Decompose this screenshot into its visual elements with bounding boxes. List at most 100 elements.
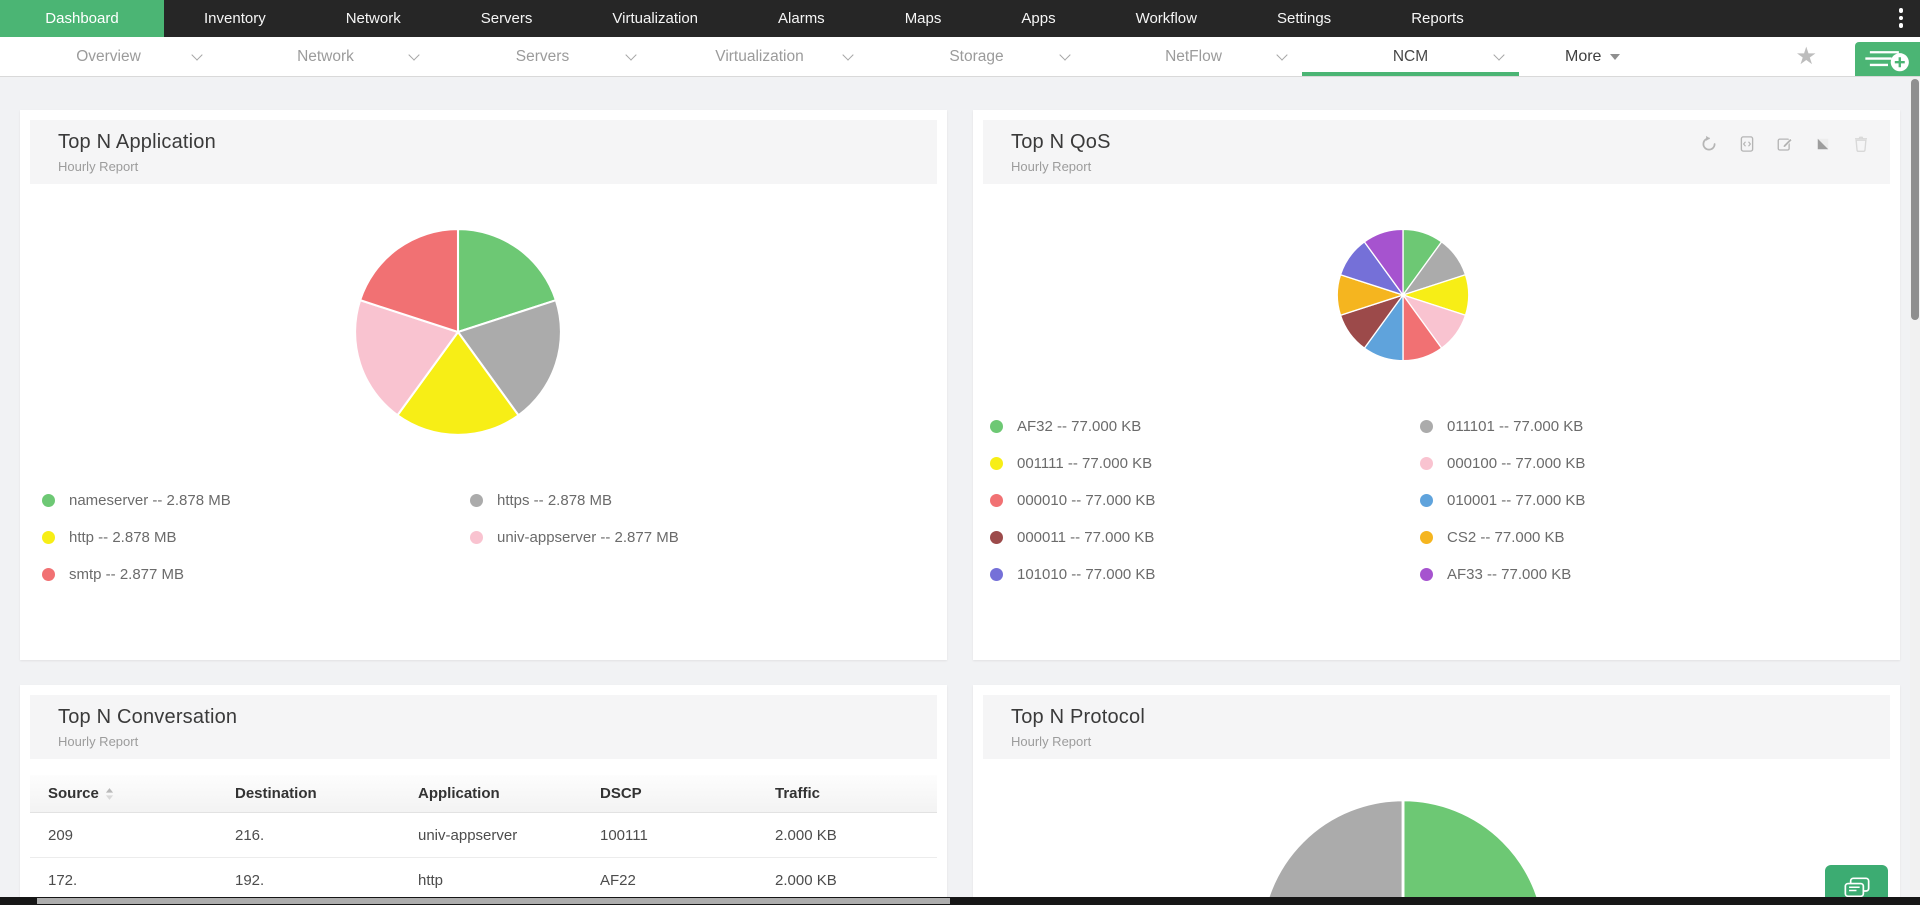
pie-slice-AF33[interactable]: [1363, 228, 1404, 296]
top-nav-maps[interactable]: Maps: [904, 10, 942, 27]
legend-color-dot: [990, 568, 1003, 581]
top-nav-reports[interactable]: Reports: [1411, 10, 1464, 27]
legend-item-000100[interactable]: 000100 -- 77.000 KB: [1420, 445, 1585, 482]
top-nav-network[interactable]: Network: [345, 10, 401, 27]
top-nav-settings[interactable]: Settings: [1276, 10, 1332, 27]
legend-color-dot: [990, 457, 1003, 470]
chevron-down-icon[interactable]: [1493, 49, 1505, 61]
table-cell: univ-appserver: [418, 826, 518, 844]
chevron-down-icon[interactable]: [408, 49, 420, 61]
protocol-pie-chart[interactable]: [1258, 797, 1548, 905]
legend-item-101010[interactable]: 101010 -- 77.000 KB: [990, 556, 1420, 593]
dashboard-tab-virtualization[interactable]: Virtualization: [651, 37, 868, 76]
tab-label: NCM: [1392, 48, 1429, 65]
dashboard-tabs-bar: Overview Network Servers Virtualization Stor…: [0, 37, 1920, 77]
top-nav-workflow[interactable]: Workflow: [1135, 10, 1197, 27]
horizontal-scrollbar-thumb[interactable]: [37, 898, 950, 904]
table-cell: 209: [48, 826, 74, 844]
column-header-destination[interactable]: Destination: [235, 785, 418, 802]
chat-bubbles-icon: [1844, 877, 1869, 903]
top-nav-apps[interactable]: Apps: [1021, 10, 1056, 27]
top-nav-inventory[interactable]: Inventory: [204, 10, 266, 27]
dashboard-tab-storage[interactable]: Storage: [868, 37, 1085, 76]
widget-toolbar: [1700, 135, 1870, 153]
pie-slice-https[interactable]: [456, 299, 562, 417]
dashboard-tab-servers[interactable]: Servers: [434, 37, 651, 76]
tab-label: NetFlow: [1165, 48, 1222, 65]
tab-more[interactable]: More: [1565, 37, 1621, 76]
legend-item-AF32[interactable]: AF32 -- 77.000 KB: [990, 408, 1420, 445]
favorite-star-icon[interactable]: ★: [1795, 43, 1817, 70]
table-header-row: Source Destination Application DSCP Traffic: [30, 775, 937, 813]
embed-report-icon[interactable]: [1738, 135, 1756, 153]
application-legend: nameserver -- 2.878 MB http -- 2.878 MB sm…: [42, 482, 679, 593]
legend-item-univ-appserver[interactable]: univ-appserver -- 2.877 MB: [470, 519, 679, 556]
vertical-scrollbar[interactable]: [1910, 77, 1920, 905]
pie-slice-univ-appserver[interactable]: [354, 299, 460, 417]
legend-item-https[interactable]: https -- 2.878 MB: [470, 482, 679, 519]
legend-color-dot: [990, 494, 1003, 507]
legend-item-000011[interactable]: 000011 -- 77.000 KB: [990, 519, 1420, 556]
widget-top-n-conversation: Top N Conversation Hourly Report Source D…: [20, 685, 947, 905]
add-dashboard-icon: [1864, 50, 1909, 71]
widget-top-n-qos: Top N QoS Hourly Report: [973, 110, 1900, 660]
top-nav-dashboard[interactable]: Dashboard: [0, 0, 164, 37]
add-widget-button[interactable]: [1855, 42, 1920, 76]
delete-icon[interactable]: [1852, 135, 1870, 153]
legend-item-AF33[interactable]: AF33 -- 77.000 KB: [1420, 556, 1585, 593]
pie-slice[interactable]: [1261, 798, 1405, 905]
table-cell: 216.: [235, 826, 265, 844]
legend-item-CS2[interactable]: CS2 -- 77.000 KB: [1420, 519, 1585, 556]
qos-pie-chart[interactable]: [1336, 228, 1470, 367]
horizontal-scrollbar[interactable]: [0, 897, 1920, 905]
legend-item-nameserver[interactable]: nameserver -- 2.878 MB: [42, 482, 470, 519]
widget-header: Top N Protocol Hourly Report: [983, 695, 1890, 759]
pie-slice-nameserver[interactable]: [456, 228, 557, 334]
column-header-source[interactable]: Source: [48, 785, 235, 802]
legend-label: 010001 -- 77.000 KB: [1447, 492, 1586, 509]
chevron-down-icon[interactable]: [1276, 49, 1288, 61]
refresh-icon[interactable]: [1700, 135, 1718, 153]
dashboard-tab-netflow[interactable]: NetFlow: [1085, 37, 1302, 76]
legend-column: 011101 -- 77.000 KB 000100 -- 77.000 KB 01…: [1420, 408, 1585, 593]
chevron-down-icon[interactable]: [625, 49, 637, 61]
chevron-down-icon[interactable]: [191, 49, 203, 61]
dashboard-tab-ncm[interactable]: NCM: [1302, 37, 1519, 76]
pie-slice-http[interactable]: [396, 330, 520, 436]
column-label: DSCP: [600, 785, 642, 802]
column-header-dscp[interactable]: DSCP: [600, 785, 775, 802]
legend-label: https -- 2.878 MB: [497, 492, 613, 509]
caret-down-icon: [1610, 53, 1621, 60]
legend-item-011101[interactable]: 011101 -- 77.000 KB: [1420, 408, 1585, 445]
legend-label: http -- 2.878 MB: [69, 529, 177, 546]
column-header-application[interactable]: Application: [418, 785, 600, 802]
dashboard-tab-overview[interactable]: Overview: [0, 37, 217, 76]
table-row[interactable]: 209 216. univ-appserver 100111 2.000 KB: [30, 813, 937, 858]
widget-title: Top N Conversation: [58, 706, 238, 728]
legend-item-001111[interactable]: 001111 -- 77.000 KB: [990, 445, 1420, 482]
edit-icon[interactable]: [1776, 135, 1794, 153]
legend-column: nameserver -- 2.878 MB http -- 2.878 MB sm…: [42, 482, 470, 593]
column-label: Destination: [235, 785, 317, 802]
chevron-down-icon[interactable]: [842, 49, 854, 61]
legend-item-000010[interactable]: 000010 -- 77.000 KB: [990, 482, 1420, 519]
top-nav-servers[interactable]: Servers: [480, 10, 533, 27]
legend-color-dot: [470, 531, 483, 544]
pie-slice[interactable]: [1401, 798, 1545, 905]
vertical-scrollbar-thumb[interactable]: [1911, 79, 1919, 320]
pie-slice-smtp[interactable]: [359, 228, 460, 334]
table-cell: AF22: [600, 871, 636, 889]
main-nav-items: Dashboard Inventory Network Servers Virtuali…: [0, 0, 1504, 37]
legend-item-smtp[interactable]: smtp -- 2.877 MB: [42, 556, 470, 593]
top-nav-alarms[interactable]: Alarms: [778, 10, 825, 27]
legend-color-dot: [42, 531, 55, 544]
dashboard-tab-network[interactable]: Network: [217, 37, 434, 76]
contrast-icon[interactable]: [1814, 135, 1832, 153]
application-pie-chart[interactable]: [353, 227, 563, 442]
top-nav-virtualization[interactable]: Virtualization: [612, 10, 699, 27]
overflow-menu-icon[interactable]: [1894, 8, 1908, 28]
chevron-down-icon[interactable]: [1059, 49, 1071, 61]
legend-item-http[interactable]: http -- 2.878 MB: [42, 519, 470, 556]
column-header-traffic[interactable]: Traffic: [775, 785, 937, 802]
legend-item-010001[interactable]: 010001 -- 77.000 KB: [1420, 482, 1585, 519]
